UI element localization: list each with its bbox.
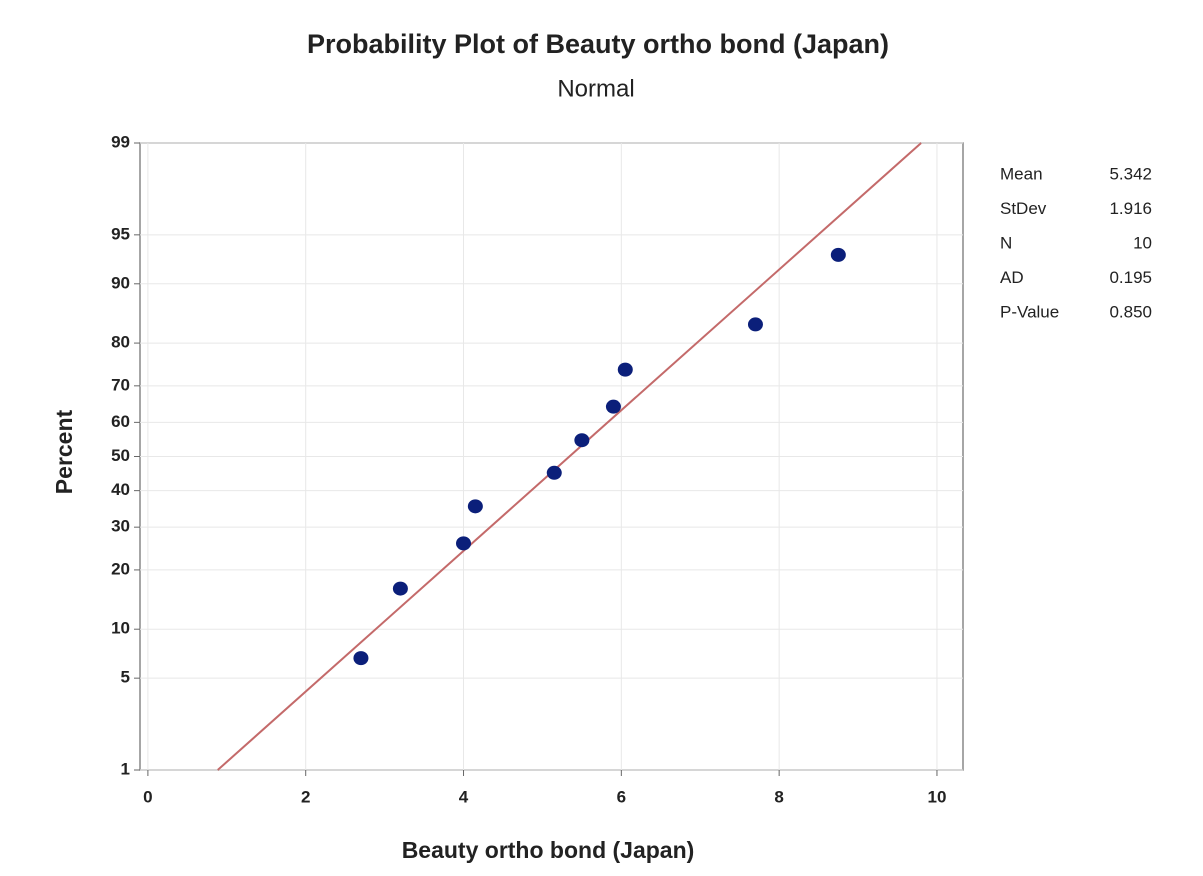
stat-name: Mean (1000, 164, 1043, 183)
y-tick-label: 60 (111, 412, 130, 431)
y-tick-label: 20 (111, 559, 130, 578)
y-tick-label: 10 (111, 619, 130, 638)
y-tick-label: 30 (111, 517, 130, 536)
x-tick-label: 10 (927, 787, 946, 806)
data-point (467, 499, 483, 514)
y-tick-label: 80 (111, 333, 130, 352)
stat-value: 0.850 (1109, 302, 1152, 321)
y-tick-label: 40 (111, 480, 130, 499)
data-point (546, 465, 562, 480)
y-tick-label: 90 (111, 273, 130, 292)
y-tick-label: 70 (111, 375, 130, 394)
chart-title: Probability Plot of Beauty ortho bond (J… (307, 29, 889, 59)
stat-value: 1.916 (1109, 199, 1152, 218)
y-tick-label: 5 (121, 668, 130, 687)
data-point (617, 362, 633, 377)
data-point (392, 581, 408, 596)
data-point (747, 317, 763, 332)
stat-name: StDev (1000, 199, 1047, 218)
stat-value: 0.195 (1109, 268, 1152, 287)
data-point (830, 247, 846, 262)
data-point (353, 651, 369, 666)
y-axis-label: Percent (51, 409, 77, 494)
x-axis-label: Beauty ortho bond (Japan) (402, 837, 695, 863)
stat-value: 10 (1133, 233, 1152, 252)
y-tick-label: 99 (111, 132, 130, 151)
x-tick-label: 2 (301, 787, 310, 806)
chart-subtitle: Normal (557, 75, 634, 102)
y-tick-label: 1 (121, 759, 130, 778)
x-tick-label: 0 (143, 787, 152, 806)
x-tick-label: 6 (617, 787, 626, 806)
x-tick-label: 4 (459, 787, 469, 806)
x-tick-label: 8 (774, 787, 783, 806)
data-point (605, 399, 621, 414)
y-tick-label: 95 (111, 224, 130, 243)
y-tick-label: 50 (111, 446, 130, 465)
fit-line (217, 142, 922, 771)
stat-name: P-Value (1000, 302, 1059, 321)
stat-value: 5.342 (1109, 164, 1152, 183)
data-point (574, 433, 590, 448)
stat-name: AD (1000, 268, 1024, 287)
data-point (456, 536, 472, 551)
stat-name: N (1000, 233, 1012, 252)
